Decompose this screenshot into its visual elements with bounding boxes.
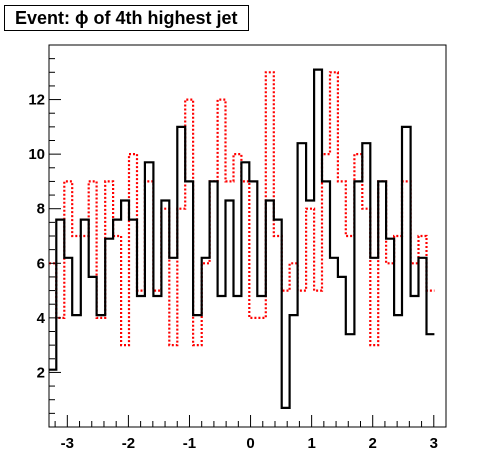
series-layer (49, 68, 435, 409)
series-black-solid-line (49, 68, 435, 409)
y-tick-label: 4 (37, 310, 46, 327)
x-tick-label: 2 (369, 435, 377, 452)
x-tick-label: -1 (183, 435, 196, 452)
x-tick-label: -3 (61, 435, 74, 452)
y-tick-label: 2 (37, 364, 45, 381)
x-tick-label: 0 (246, 435, 254, 452)
y-tick-label: 12 (28, 92, 45, 109)
y-axis: 2 4 6 8 10 12 (28, 58, 61, 414)
y-tick-label: 6 (37, 255, 45, 272)
x-axis: -3 -2 -1 0 1 2 3 (54, 415, 447, 452)
x-tick-label: 1 (307, 435, 315, 452)
y-tick-label: 10 (28, 146, 45, 163)
chart-title: Event: ϕ of 4th highest jet (4, 5, 249, 31)
x-tick-label: 3 (430, 435, 438, 452)
y-tick-label: 8 (37, 201, 45, 218)
chart-title-text: Event: ϕ of 4th highest jet (15, 7, 238, 28)
x-tick-label: -2 (122, 435, 135, 452)
